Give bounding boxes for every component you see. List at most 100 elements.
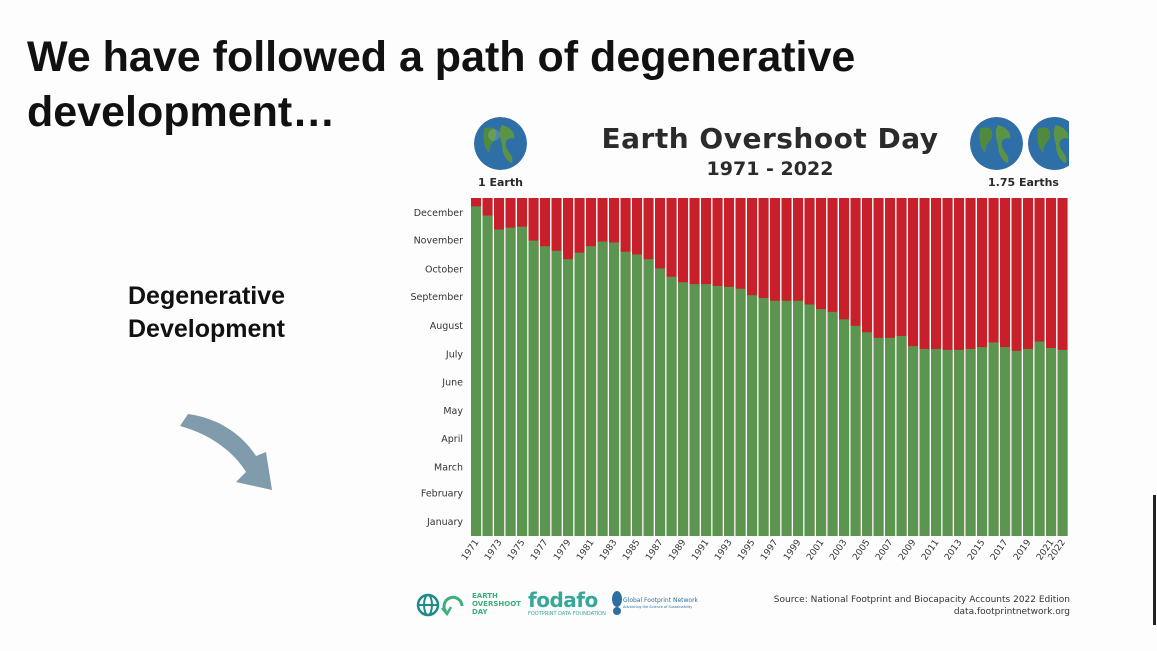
bar-2009 [908,346,919,536]
side-label-line1: Degenerative [128,282,286,310]
one-earth-label: 1 Earth [478,176,523,189]
bar-2000 [804,304,815,536]
earth-globe-icon [474,117,527,170]
y-tick-label: April [441,434,463,445]
x-tick-label: 2009 [897,538,918,563]
bar-1972 [482,215,493,536]
bar-1999 [793,300,804,536]
bar-1987 [655,268,666,536]
x-tick-label: 1973 [483,538,504,562]
bar-1990 [689,284,700,536]
bar-1992 [712,285,723,536]
bar-1995 [747,295,758,536]
bar-1997 [770,300,781,536]
x-tick-label: 1981 [575,538,596,562]
bar-1982 [597,241,608,536]
bar-2015 [977,347,988,536]
y-tick-label: September [410,292,463,303]
bar-2020 [1034,341,1045,536]
earth-overshoot-day-wordmark: EARTH OVERSHOOT DAY [472,592,521,616]
x-tick-label: 2019 [1012,538,1033,563]
bar-1981 [586,246,597,536]
partial-earth-globe-icon [1028,117,1069,170]
global-footprint-network-logo: Global Footprint Network [623,597,699,604]
bar-2019 [1023,348,1034,536]
x-tick-label: 1985 [621,538,642,562]
y-tick-label: November [414,236,464,247]
x-tick-label: 2017 [989,538,1010,562]
bar-1988 [666,276,677,536]
side-label: Degenerative Development [128,280,285,346]
bar-1991 [701,284,712,536]
bar-2008 [896,335,907,536]
x-tick-label: 2005 [851,538,872,562]
fodafo-logo: fodafo [528,588,598,612]
y-tick-label: August [430,321,464,332]
bar-1983 [609,242,620,536]
bar-1989 [678,282,689,536]
x-tick-label: 1991 [690,538,711,562]
earth-overshoot-day-logo-icon [416,593,464,617]
bar-2017 [1000,347,1011,536]
fodafo-subtitle: FOOTPRINT DATA FOUNDATION [528,611,606,617]
chart-title: Earth Overshoot Day [601,122,939,155]
edge-divider [1153,495,1156,625]
y-tick-label: December [414,208,463,219]
y-tick-label: March [434,463,463,474]
y-tick-label: May [443,406,463,417]
chart-subtitle: 1971 - 2022 [706,158,834,180]
logo-text: EARTH [472,592,498,600]
bar-1971 [471,206,482,536]
bar-2018 [1011,350,1022,536]
bar-2003 [839,319,850,536]
x-tick-label: 2001 [805,538,826,562]
bar-1976 [528,240,539,536]
bar-2010 [919,348,930,536]
y-tick-label: July [445,350,463,361]
bar-1978 [551,250,562,536]
x-tick-label: 1971 [460,538,481,562]
footprint-icon [612,591,622,615]
bar-1977 [540,246,551,536]
x-tick-label: 2013 [943,538,964,562]
bar-2002 [827,311,838,536]
bar-1979 [563,259,574,536]
bar-1993 [724,286,735,536]
x-tick-label: 1997 [759,538,780,562]
logo-text: DAY [472,608,488,616]
source-line1: Source: National Footprint and Biocapaci… [773,595,1070,605]
bar-1985 [632,254,643,536]
bar-2001 [816,309,827,536]
x-tick-label: 1999 [782,538,803,563]
slide-headline: We have followed a path of degenerative … [27,33,856,136]
bar-1973 [494,229,505,537]
x-tick-label: 1989 [667,538,688,563]
logo-text: OVERSHOOT [472,600,521,608]
x-tick-label: 1979 [552,538,573,563]
x-tick-label: 2003 [828,538,849,562]
bar-2011 [931,348,942,536]
bar-1996 [758,298,769,536]
bar-1975 [517,226,528,536]
curved-down-arrow-icon [180,414,272,490]
bar-2022 [1057,349,1068,536]
x-tick-label: 2011 [920,538,941,562]
x-tick-label: 2015 [966,538,987,562]
bar-1986 [643,259,654,536]
global-footprint-network-subtitle: Advancing the Science of Sustainability [623,605,693,609]
side-label-line2: Development [128,315,285,343]
bar-2021 [1046,348,1057,536]
bar-1974 [505,227,516,536]
x-tick-label: 1993 [713,538,734,562]
bar-2016 [988,342,999,536]
x-tick-label: 1983 [598,538,619,562]
bar-2007 [885,337,896,536]
bar-2014 [965,348,976,536]
bar-2013 [954,349,965,536]
bar-1994 [735,288,746,536]
x-tick-label: 1995 [736,538,757,562]
earth-globe-icon [970,117,1023,170]
bar-2004 [850,325,861,536]
bar-2005 [862,332,873,536]
x-tick-label: 1977 [529,538,550,562]
